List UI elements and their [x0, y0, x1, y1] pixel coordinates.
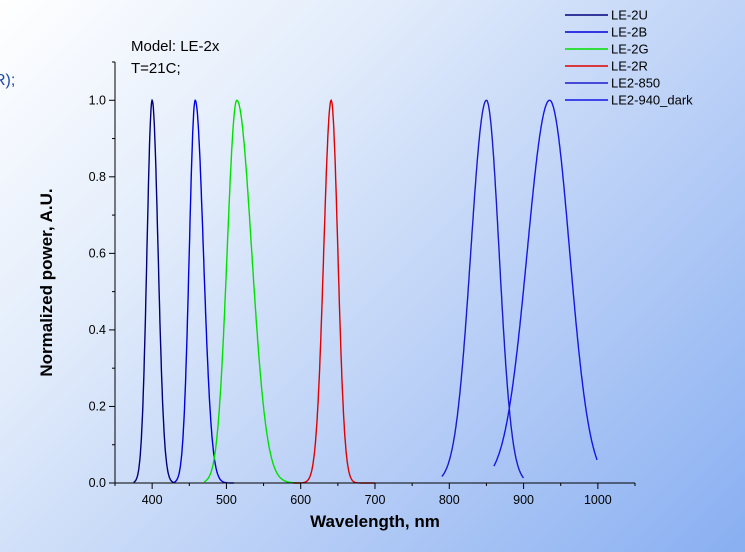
- legend-label: LE-2U: [611, 8, 648, 23]
- series-line-le-2b: [174, 99, 234, 484]
- series-line-le2-940-dark: [493, 99, 598, 467]
- x-tick-label: 400: [142, 493, 163, 507]
- legend-label: LE-2R: [611, 59, 648, 74]
- y-tick-label: 0.4: [89, 323, 106, 337]
- cut-off-text: R);: [0, 72, 16, 89]
- y-axis-title: Normalized power, A.U.: [37, 188, 56, 376]
- legend-label: LE2-850: [611, 76, 660, 91]
- series-line-le-2r: [293, 99, 375, 484]
- series-line-le2-850: [441, 99, 525, 479]
- model-note: Model: LE-2x: [131, 38, 220, 55]
- x-tick-label: 600: [290, 493, 311, 507]
- y-tick-label: 0.8: [89, 170, 106, 184]
- y-tick-label: 0.6: [89, 246, 106, 260]
- legend-label: LE2-940_dark: [611, 93, 693, 108]
- x-tick-label: 1000: [584, 493, 612, 507]
- series-line-le-2g: [203, 99, 301, 484]
- legend-label: LE-2G: [611, 42, 649, 57]
- x-tick-label: 800: [439, 493, 460, 507]
- temperature-note: T=21C;: [131, 60, 181, 77]
- legend-label: LE-2B: [611, 25, 647, 40]
- axes-group: 400 500 600 700 800 900 1000 0.0 0.2 0.4 0.6 0.8 1.0: [89, 61, 636, 507]
- x-axis-title: Wavelength, nm: [310, 512, 440, 531]
- series-line-le-2u: [133, 98, 175, 484]
- legend: LE-2U LE-2B LE-2G LE-2R LE2-850 LE2-940_dark: [565, 8, 693, 108]
- y-tick-label: 0.0: [89, 476, 106, 490]
- y-tick-label: 1.0: [89, 93, 106, 107]
- x-tick-label: 700: [365, 493, 386, 507]
- x-tick-label: 900: [513, 493, 534, 507]
- x-tick-label: 500: [216, 493, 237, 507]
- y-tick-label: 0.2: [89, 399, 106, 413]
- series-group: [133, 98, 598, 484]
